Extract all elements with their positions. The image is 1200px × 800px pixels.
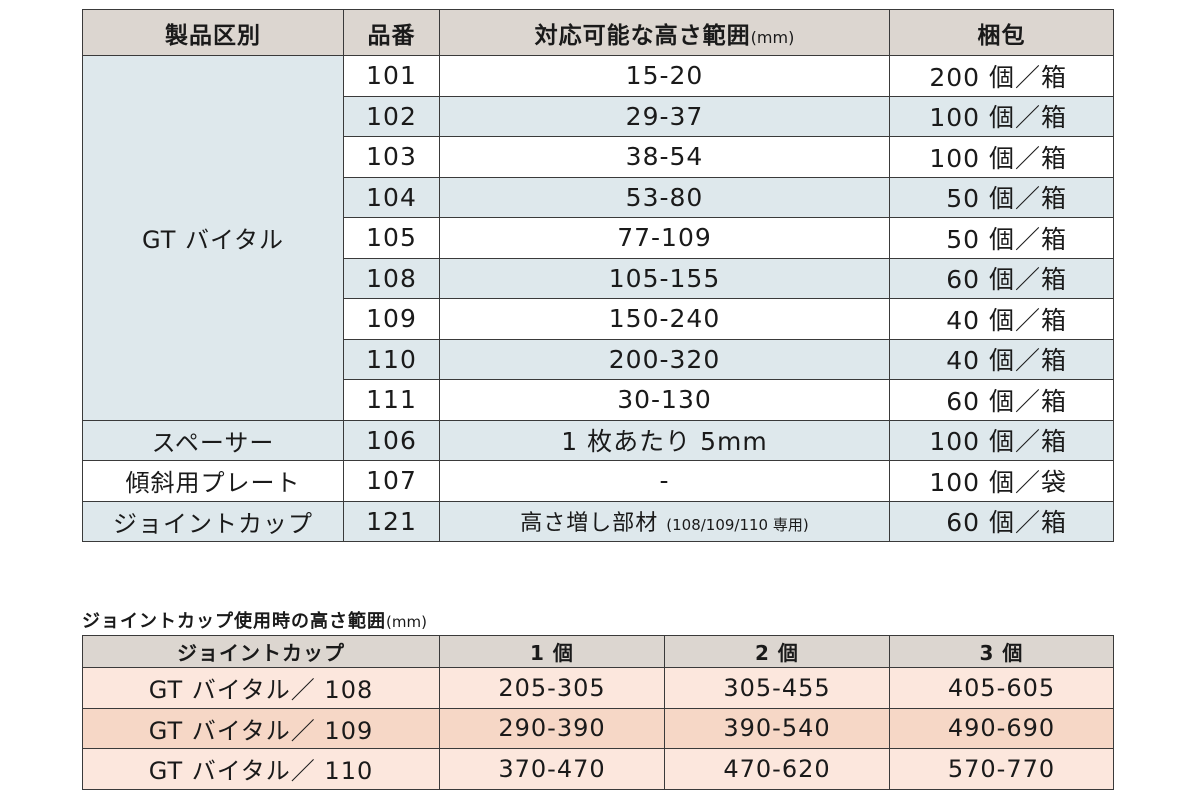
range-cell: 29-37: [439, 95, 890, 137]
range-cell: 200-320: [439, 338, 890, 380]
range-cell: 53-80: [439, 176, 890, 218]
height-cell: 570-770: [889, 748, 1114, 790]
part-no-cell: 107: [343, 460, 440, 502]
section-title-unit: (mm): [386, 613, 427, 631]
range-cell: 105-155: [439, 257, 890, 299]
table-header-row: ジョイントカップ 1 個 2 個 3 個: [82, 635, 1114, 668]
packaging-cell: 60 個／箱: [889, 379, 1114, 421]
height-cell: 205-305: [439, 667, 665, 709]
height-cell: 390-540: [664, 707, 890, 749]
header-part-no: 品番: [343, 9, 440, 56]
table-row: 傾斜用プレート 107 - 100 個／袋: [82, 460, 1114, 502]
part-no-cell: 106: [343, 419, 440, 461]
packaging-cell: 100 個／袋: [889, 460, 1114, 502]
section-title-label: ジョイントカップ使用時の高さ範囲: [82, 611, 386, 632]
table-header-row: 製品区別 品番 対応可能な高さ範囲(mm) 梱包: [82, 9, 1114, 56]
table-row: GT バイタル／ 108 205-305 305-455 405-605: [82, 667, 1114, 709]
packaging-cell: 100 個／箱: [889, 419, 1114, 461]
range-cell: 30-130: [439, 379, 890, 421]
range-note-text: (108/109/110 専用): [666, 516, 809, 535]
range-cell: 高さ増し部材 (108/109/110 専用): [439, 500, 890, 542]
product-spec-table: 製品区別 品番 対応可能な高さ範囲(mm) 梱包 GT バイタル 101 15-…: [82, 9, 1114, 542]
packaging-cell: 200 個／箱: [889, 55, 1114, 97]
table-row: スペーサー 106 1 枚あたり 5mm 100 個／箱: [82, 419, 1114, 461]
range-cell: -: [439, 460, 890, 502]
part-no-cell: 111: [343, 379, 440, 421]
range-cell: 77-109: [439, 217, 890, 259]
category-cell: 傾斜用プレート: [82, 460, 344, 502]
range-cell: 1 枚あたり 5mm: [439, 419, 890, 461]
height-cell: 405-605: [889, 667, 1114, 709]
part-no-cell: 104: [343, 176, 440, 218]
part-no-cell: 109: [343, 298, 440, 340]
part-no-cell: 101: [343, 55, 440, 97]
range-cell: 38-54: [439, 136, 890, 178]
part-no-cell: 103: [343, 136, 440, 178]
part-no-cell: 110: [343, 338, 440, 380]
packaging-cell: 60 個／箱: [889, 500, 1114, 542]
table-row: GT バイタル／ 109 290-390 390-540 490-690: [82, 707, 1114, 749]
header-count-1: 1 個: [439, 635, 665, 668]
packaging-cell: 40 個／箱: [889, 298, 1114, 340]
part-no-cell: 105: [343, 217, 440, 259]
header-height-range-label: 対応可能な高さ範囲: [534, 22, 751, 49]
height-cell: 290-390: [439, 707, 665, 749]
packaging-cell: 50 個／箱: [889, 217, 1114, 259]
range-cell: 15-20: [439, 55, 890, 97]
header-count-2: 2 個: [664, 635, 890, 668]
part-no-cell: 102: [343, 95, 440, 137]
model-cell: GT バイタル／ 110: [82, 748, 440, 790]
section-title: ジョイントカップ使用時の高さ範囲(mm): [82, 607, 427, 633]
joint-cup-height-table: ジョイントカップ 1 個 2 個 3 個 GT バイタル／ 108 205-30…: [82, 635, 1114, 790]
header-count-3: 3 個: [889, 635, 1114, 668]
table-row: GT バイタル／ 110 370-470 470-620 570-770: [82, 748, 1114, 790]
table-row: 103 38-54 100 個／箱: [82, 136, 1114, 178]
height-cell: 370-470: [439, 748, 665, 790]
table-row: GT バイタル 101 15-20 200 個／箱: [82, 55, 1114, 421]
category-cell: ジョイントカップ: [82, 500, 344, 542]
header-packaging: 梱包: [889, 9, 1114, 56]
model-cell: GT バイタル／ 109: [82, 707, 440, 749]
range-main-text: 高さ増し部材: [520, 511, 667, 537]
header-joint-cup: ジョイントカップ: [82, 635, 440, 668]
table-row: 105 77-109 50 個／箱: [82, 217, 1114, 259]
packaging-cell: 100 個／箱: [889, 95, 1114, 137]
header-height-range: 対応可能な高さ範囲(mm): [439, 9, 890, 56]
packaging-cell: 50 個／箱: [889, 176, 1114, 218]
category-cell: スペーサー: [82, 419, 344, 461]
height-cell: 305-455: [664, 667, 890, 709]
packaging-cell: 40 個／箱: [889, 338, 1114, 380]
packaging-cell: 60 個／箱: [889, 257, 1114, 299]
category-cell: GT バイタル: [82, 55, 344, 421]
range-cell: 150-240: [439, 298, 890, 340]
part-no-cell: 108: [343, 257, 440, 299]
height-cell: 490-690: [889, 707, 1114, 749]
header-category: 製品区別: [82, 9, 344, 56]
height-cell: 470-620: [664, 748, 890, 790]
model-cell: GT バイタル／ 108: [82, 667, 440, 709]
table-row: ジョイントカップ 121 高さ増し部材 (108/109/110 専用) 60 …: [82, 500, 1114, 542]
header-height-range-unit: (mm): [750, 27, 795, 47]
part-no-cell: 121: [343, 500, 440, 542]
packaging-cell: 100 個／箱: [889, 136, 1114, 178]
